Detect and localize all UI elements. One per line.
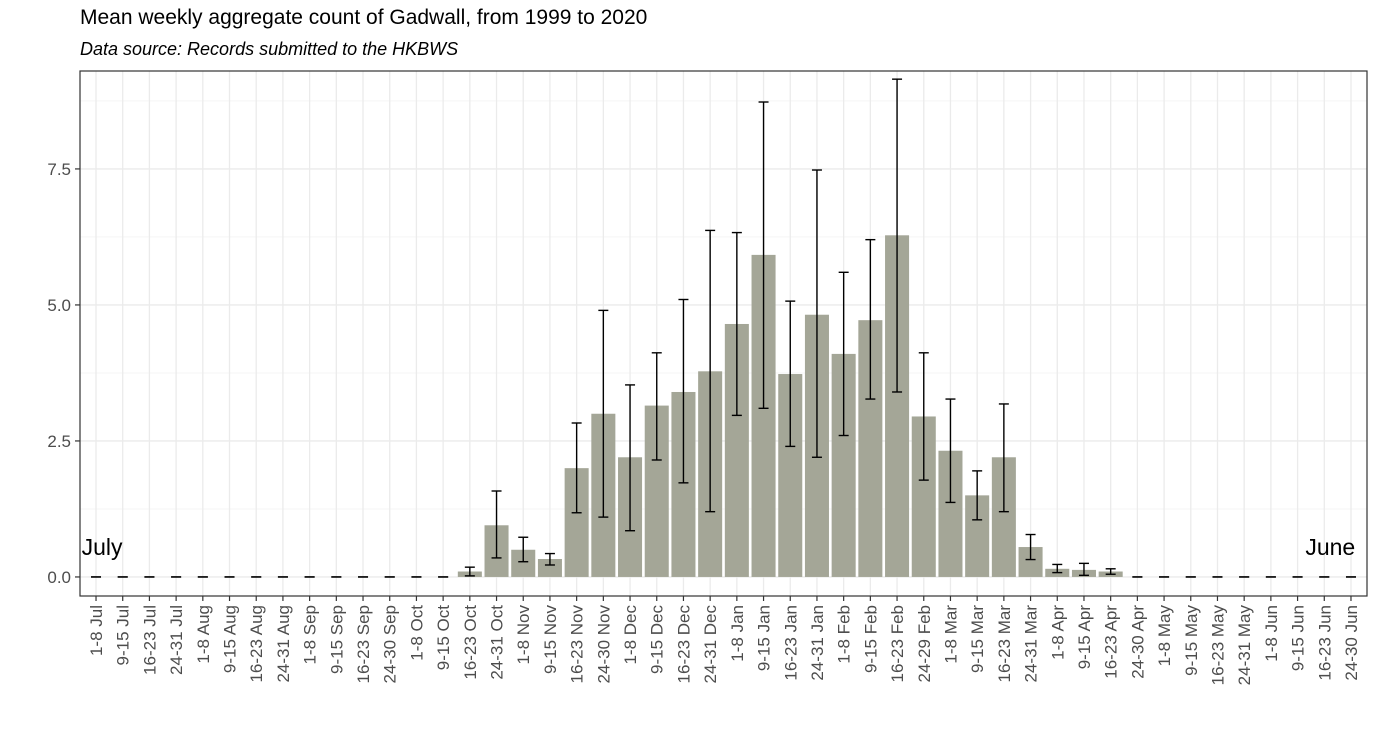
x-tick-label: 24-31 Jul <box>167 605 186 675</box>
x-tick-label: 24-29 Feb <box>915 605 934 683</box>
chart-subtitle: Data source: Records submitted to the HK… <box>80 39 459 59</box>
x-tick-label: 9-15 Dec <box>648 605 667 674</box>
x-tick-label: 24-31 Mar <box>1022 605 1041 683</box>
x-tick-label: 1-8 Mar <box>941 605 960 664</box>
x-tick-label: 24-30 Sep <box>381 605 400 683</box>
x-tick-label: 16-23 Nov <box>568 605 587 684</box>
y-tick-label: 7.5 <box>47 160 71 179</box>
y-tick-label: 2.5 <box>47 432 71 451</box>
x-tick-label: 24-31 Dec <box>701 605 720 684</box>
x-tick-label: 9-15 Oct <box>434 605 453 670</box>
x-tick-label: 9-15 May <box>1182 605 1201 676</box>
x-tick-label: 1-8 Jul <box>87 605 106 656</box>
x-tick-label: 1-8 Jan <box>728 605 747 662</box>
x-tick-label: 16-23 Jun <box>1315 605 1334 681</box>
panel-border <box>79 70 1368 597</box>
y-tick-label: 0.0 <box>47 568 71 587</box>
x-tick-label: 1-8 Nov <box>514 605 533 665</box>
x-tick-label: 16-23 Apr <box>1102 605 1121 679</box>
y-tick-label: 5.0 <box>47 296 71 315</box>
x-tick-label: 1-8 Apr <box>1048 605 1067 660</box>
x-tick-label: 16-23 Oct <box>461 605 480 680</box>
x-tick-label: 16-23 Jul <box>140 605 159 675</box>
annotation-label: June <box>1305 534 1355 560</box>
x-tick-label: 24-30 Nov <box>594 605 613 684</box>
x-tick-label: 1-8 Oct <box>407 605 426 661</box>
x-tick-label: 24-30 Jun <box>1342 605 1361 681</box>
x-tick-label: 16-23 May <box>1208 605 1227 686</box>
plot-panel <box>80 71 1367 596</box>
x-tick-label: 16-23 Aug <box>247 605 266 683</box>
x-tick-label: 16-23 Mar <box>995 605 1014 683</box>
x-tick-label: 24-31 May <box>1235 605 1254 686</box>
x-tick-label: 24-31 Jan <box>808 605 827 681</box>
annotation-label: July <box>82 534 123 560</box>
x-tick-label: 1-8 Dec <box>621 605 640 665</box>
x-tick-label: 9-15 Jun <box>1289 605 1308 671</box>
chart-title: Mean weekly aggregate count of Gadwall, … <box>80 6 648 29</box>
x-tick-label: 16-23 Dec <box>674 605 693 684</box>
x-tick-label: 24-31 Oct <box>488 605 507 680</box>
x-tick-label: 9-15 Jan <box>755 605 774 671</box>
x-tick-label: 1-8 Sep <box>301 605 320 665</box>
x-tick-label: 1-8 Feb <box>835 605 854 664</box>
x-tick-label: 9-15 Apr <box>1075 605 1094 670</box>
x-tick-label: 1-8 Aug <box>194 605 213 664</box>
x-tick-label: 9-15 Aug <box>221 605 240 673</box>
x-tick-label: 9-15 Nov <box>541 605 560 674</box>
x-tick-label: 1-8 May <box>1155 605 1174 667</box>
x-tick-label: 1-8 Jun <box>1262 605 1281 662</box>
x-tick-label: 16-23 Feb <box>888 605 907 683</box>
x-tick-label: 9-15 Mar <box>968 605 987 673</box>
bar <box>537 559 562 577</box>
x-tick-label: 16-23 Sep <box>354 605 373 683</box>
x-tick-label: 9-15 Sep <box>327 605 346 674</box>
x-tick-label: 24-31 Aug <box>274 605 293 683</box>
x-tick-label: 9-15 Jul <box>114 605 133 665</box>
x-tick-label: 16-23 Jan <box>781 605 800 681</box>
x-tick-label: 9-15 Feb <box>861 605 880 673</box>
x-tick-label: 24-30 Apr <box>1128 605 1147 679</box>
